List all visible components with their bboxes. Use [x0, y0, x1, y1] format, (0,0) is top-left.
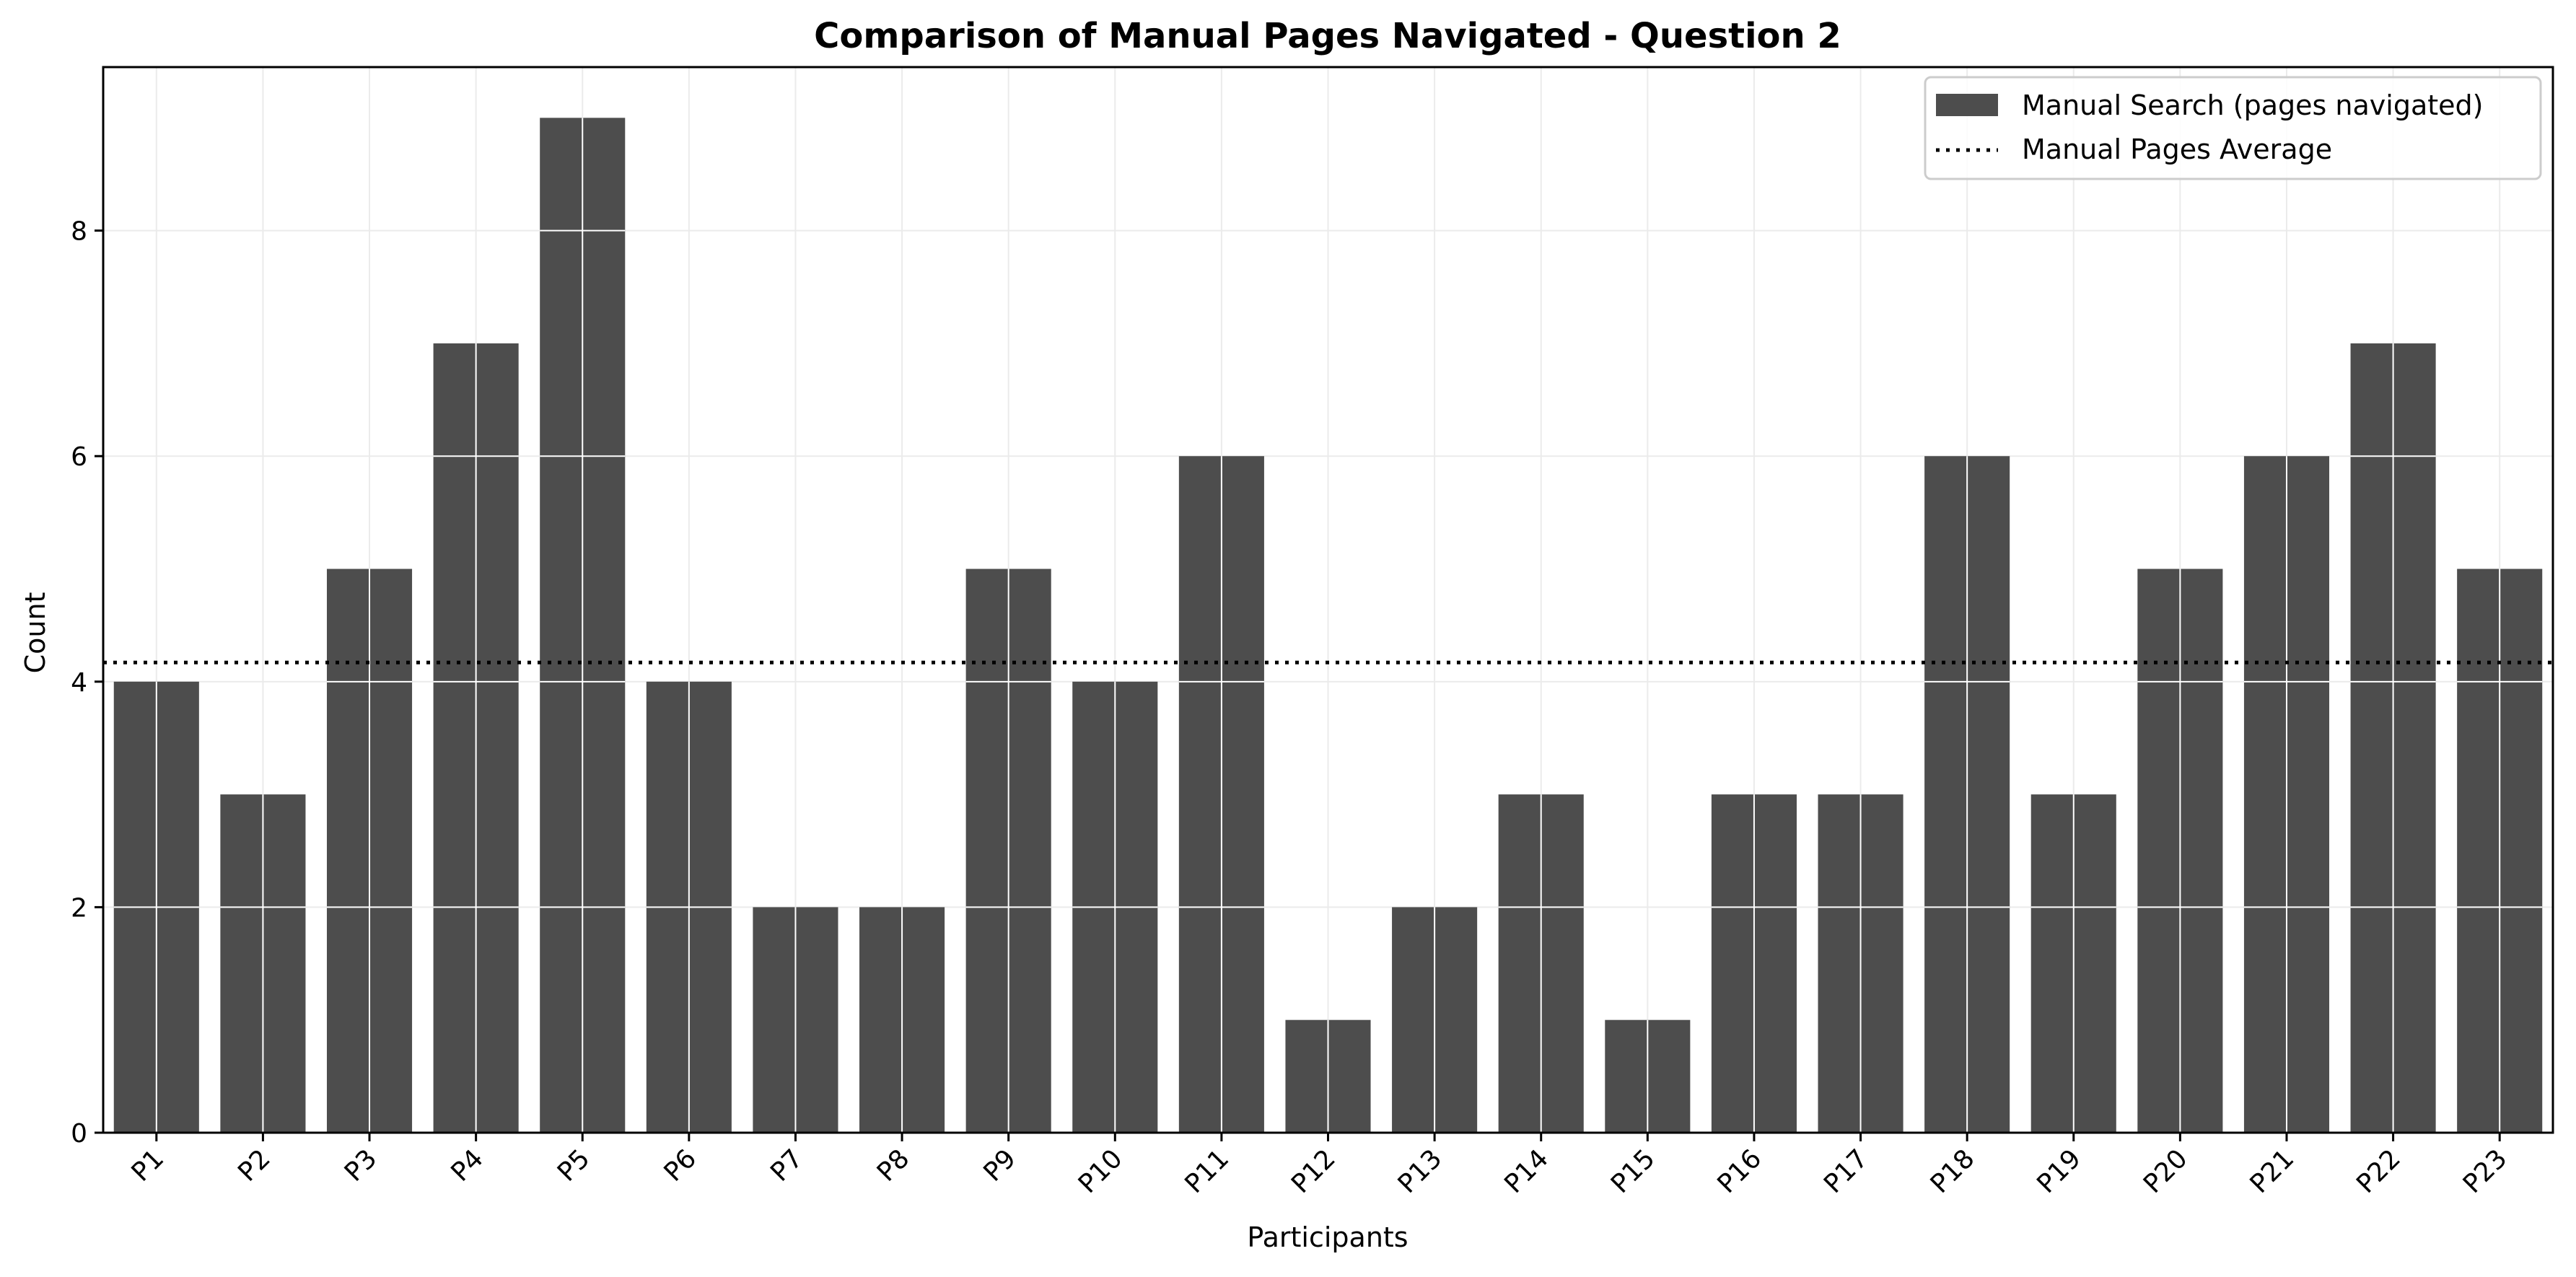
legend-label-bar: Manual Search (pages navigated): [2022, 89, 2483, 121]
x-tick-label: P9: [978, 1144, 1022, 1188]
legend-swatch-bar: [1936, 94, 1998, 116]
x-tick-label: P3: [339, 1144, 383, 1188]
x-tick-label: P23: [2458, 1144, 2513, 1199]
chart-title: Comparison of Manual Pages Navigated - Q…: [814, 16, 1841, 56]
x-tick-label: P12: [1286, 1144, 1341, 1199]
y-axis-label: Count: [19, 592, 51, 674]
y-tick-label: 2: [71, 893, 87, 923]
x-axis-label: Participants: [1247, 1221, 1408, 1253]
x-tick-label: P4: [445, 1144, 489, 1188]
x-tick-label: P16: [1712, 1144, 1768, 1199]
y-tick-label: 6: [71, 442, 87, 472]
x-tick-label: P21: [2245, 1144, 2300, 1199]
x-tick-label: P8: [872, 1144, 916, 1188]
x-tick-label: P18: [1925, 1144, 1981, 1199]
legend-label-line: Manual Pages Average: [2022, 133, 2332, 165]
y-tick-label: 4: [71, 668, 87, 698]
x-axis: P1 P2 P3 P4 P5 P6 P7 P8 P9 P10 P11 P12 P13 P14 P15 P16 P…: [126, 1133, 2513, 1199]
x-tick-label: P1: [126, 1144, 170, 1188]
plot-area: [102, 66, 2554, 1134]
legend-box: [1924, 76, 2542, 180]
x-tick-label: P11: [1180, 1144, 1235, 1199]
y-axis: 0 2 4 6 8: [71, 217, 103, 1149]
y-tick-label: 0: [71, 1119, 87, 1149]
x-tick-label: P17: [1818, 1144, 1874, 1199]
x-tick-label: P15: [1605, 1144, 1661, 1199]
x-tick-label: P10: [1073, 1144, 1129, 1199]
x-tick-label: P2: [232, 1144, 276, 1188]
x-tick-label: P22: [2351, 1144, 2406, 1199]
x-tick-label: P19: [2031, 1144, 2087, 1199]
x-tick-label: P7: [765, 1144, 809, 1188]
legend: Manual Search (pages navigated) Manual P…: [1924, 76, 2542, 180]
x-tick-label: P14: [1499, 1144, 1554, 1199]
x-tick-label: P20: [2138, 1144, 2194, 1199]
x-tick-label: P6: [659, 1144, 703, 1188]
x-tick-label: P13: [1393, 1144, 1448, 1199]
grid-lines-over-bars: [113, 118, 2543, 1133]
x-tick-label: P5: [552, 1144, 596, 1188]
y-tick-label: 8: [71, 217, 87, 247]
